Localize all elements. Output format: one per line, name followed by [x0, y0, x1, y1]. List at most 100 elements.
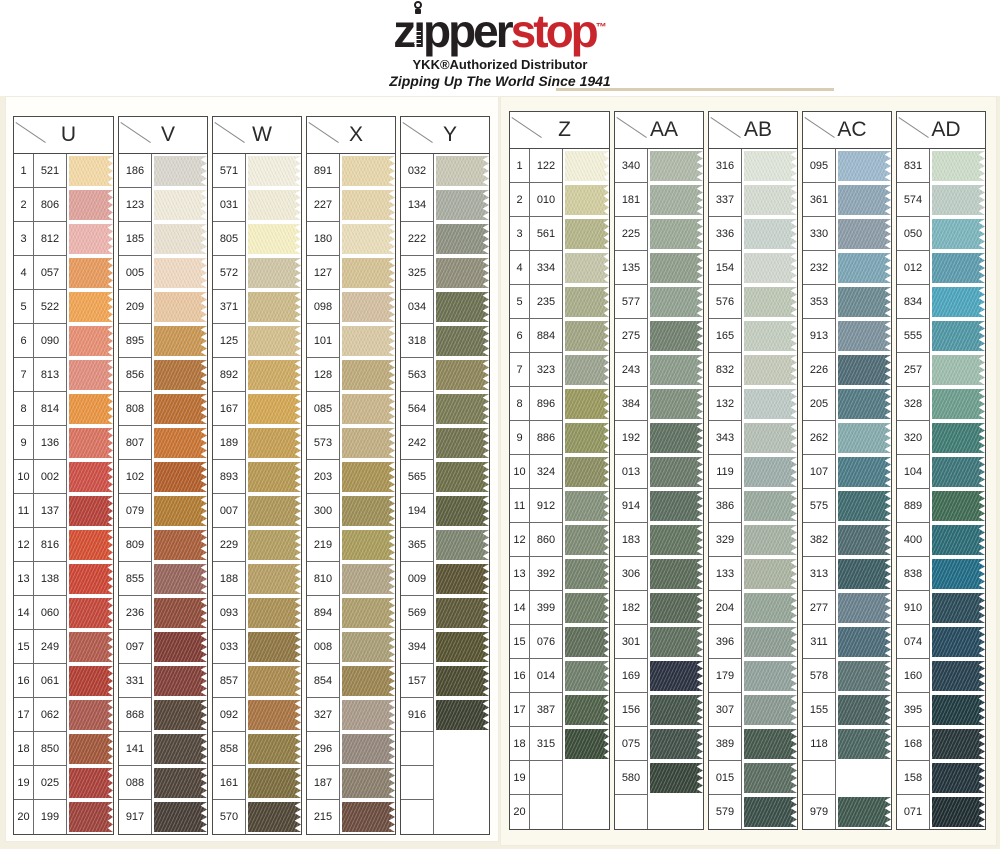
color-code: 337 [709, 183, 742, 217]
color-swatch [154, 428, 207, 458]
row-number: 12 [14, 528, 34, 562]
swatch-cell [152, 596, 207, 630]
color-swatch [154, 258, 207, 288]
color-swatch [838, 151, 891, 181]
color-code: 186 [119, 154, 152, 188]
color-swatch [744, 253, 797, 283]
color-row: 4 057 [14, 256, 113, 290]
row-number: 9 [14, 426, 34, 460]
color-code: 188 [213, 562, 246, 596]
swatch-cell [648, 693, 703, 727]
swatch-cell [152, 426, 207, 460]
color-row: 183 [615, 523, 703, 557]
color-row [401, 800, 489, 834]
color-code: 128 [307, 358, 340, 392]
color-code: 571 [213, 154, 246, 188]
column-header-y: Y [401, 117, 489, 154]
color-swatch [744, 559, 797, 589]
row-number: 19 [14, 766, 34, 800]
color-code: 243 [615, 353, 648, 387]
swatch-cell [67, 358, 113, 392]
color-code: 192 [615, 421, 648, 455]
color-swatch [744, 695, 797, 725]
color-row: 167 [213, 392, 301, 426]
swatch-cell [563, 149, 609, 183]
color-code: 092 [213, 698, 246, 732]
color-code: 209 [119, 290, 152, 324]
color-row: 229 [213, 528, 301, 562]
color-swatch [69, 428, 113, 458]
color-code: 031 [213, 188, 246, 222]
color-row: 365 [401, 528, 489, 562]
color-row: 194 [401, 494, 489, 528]
color-row: 1 122 [510, 149, 609, 183]
row-number: 17 [510, 693, 530, 727]
color-code: 102 [119, 460, 152, 494]
swatch-cell [340, 562, 395, 596]
color-code: 205 [803, 387, 836, 421]
color-swatch [436, 496, 489, 526]
swatch-cell [930, 795, 985, 829]
swatch-cell [246, 460, 301, 494]
color-swatch [342, 700, 395, 730]
color-swatch [248, 496, 301, 526]
color-code: 353 [803, 285, 836, 319]
color-swatch [932, 525, 985, 555]
color-row: 227 [307, 188, 395, 222]
color-swatch [838, 219, 891, 249]
color-swatch [744, 797, 797, 827]
swatch-cell [67, 256, 113, 290]
color-code: 277 [803, 591, 836, 625]
color-swatch [932, 729, 985, 759]
zipper-pull-icon [414, 1, 423, 14]
swatch-cell [836, 795, 891, 829]
color-row: 894 [307, 596, 395, 630]
color-swatch [69, 224, 113, 254]
color-code: 563 [401, 358, 434, 392]
color-row: 098 [307, 290, 395, 324]
color-swatch [838, 695, 891, 725]
swatch-cell [152, 664, 207, 698]
row-number: 7 [14, 358, 34, 392]
color-swatch [342, 632, 395, 662]
column-letter: U [60, 123, 77, 146]
swatch-cell [246, 562, 301, 596]
column-header-w: W [213, 117, 301, 154]
color-row: 917 [119, 800, 207, 834]
color-swatch [838, 797, 891, 827]
swatch-cell [930, 183, 985, 217]
swatch-cell [563, 591, 609, 625]
color-row: 133 [709, 557, 797, 591]
color-row: 855 [119, 562, 207, 596]
swatch-cell [563, 251, 609, 285]
swatch-cell [930, 149, 985, 183]
swatch-cell [434, 324, 489, 358]
color-row: 572 [213, 256, 301, 290]
color-row: 032 [401, 154, 489, 188]
swatch-cell [67, 426, 113, 460]
color-swatch [650, 525, 703, 555]
swatch-cell [340, 528, 395, 562]
color-code: 579 [709, 795, 742, 829]
color-row: 161 [213, 766, 301, 800]
color-row: 8 896 [510, 387, 609, 421]
swatch-cell [246, 664, 301, 698]
color-swatch [650, 593, 703, 623]
color-swatch [69, 156, 113, 186]
color-row: 328 [897, 387, 985, 421]
color-swatch [436, 224, 489, 254]
color-code: 521 [34, 154, 67, 188]
color-swatch [838, 593, 891, 623]
swatch-cell [742, 251, 797, 285]
swatch-cell [246, 290, 301, 324]
swatch-cell [434, 664, 489, 698]
color-code: 365 [401, 528, 434, 562]
color-row: 232 [803, 251, 891, 285]
color-row: 831 [897, 149, 985, 183]
color-swatch [69, 190, 113, 220]
color-swatch [248, 632, 301, 662]
column-u: U 1 521 2 806 3 812 4 057 5 522 6 090 7 813 8 814 9 136 10 0… [13, 116, 114, 835]
column-x: X 891 227 180 127 098 101 128 085 573 203 300 219 810… [306, 116, 396, 835]
color-code: 014 [530, 659, 563, 693]
color-code: 157 [401, 664, 434, 698]
